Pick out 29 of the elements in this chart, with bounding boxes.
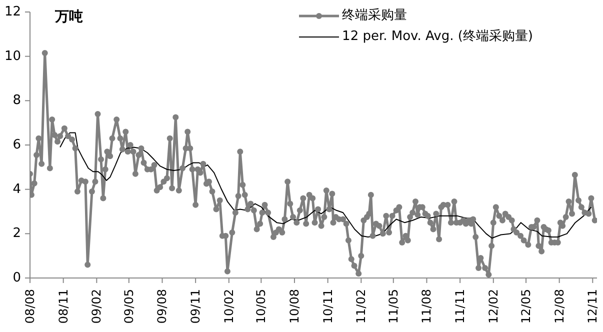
y-tick-label: 2 bbox=[12, 226, 21, 242]
x-tick-label: 09/05 bbox=[122, 289, 136, 324]
x-tick-label: 12/02 bbox=[486, 289, 500, 324]
y-axis-title: 万吨 bbox=[55, 8, 83, 26]
x-tick-label: 11/05 bbox=[386, 289, 400, 324]
x-tick-label: 11/11 bbox=[453, 289, 468, 324]
x-tick-label: 10/02 bbox=[222, 289, 236, 324]
x-tick-label: 11/02 bbox=[354, 289, 368, 324]
x-tick-label: 08/11 bbox=[56, 289, 70, 324]
x-tick-label: 10/08 bbox=[287, 289, 302, 324]
x-tick-label: 11/08 bbox=[420, 289, 434, 324]
legend-label: 终端采购量 bbox=[342, 7, 408, 25]
x-tick-label: 10/11 bbox=[320, 289, 335, 324]
line-series bbox=[60, 132, 592, 239]
y-tick-label: 8 bbox=[12, 93, 21, 108]
y-tick-label: 6 bbox=[12, 138, 21, 152]
x-tick-label: 12/11 bbox=[586, 289, 600, 324]
x-tick-label: 09/02 bbox=[90, 289, 104, 324]
y-tick-label: 10 bbox=[4, 48, 21, 64]
x-tick-label: 10/05 bbox=[254, 289, 268, 324]
x-tick-label: 08/08 bbox=[23, 289, 37, 324]
y-tick-label: 0 bbox=[12, 270, 21, 286]
legend-label: 12 per. Mov. Avg. (终端采购量) bbox=[342, 28, 533, 46]
x-tick-label: 09/11 bbox=[188, 289, 203, 324]
y-tick-label: 4 bbox=[12, 182, 21, 197]
y-tick-label: 12 bbox=[4, 4, 21, 20]
x-tick-label: 09/08 bbox=[155, 289, 170, 324]
x-tick-label: 12/05 bbox=[518, 289, 533, 324]
x-tick-label: 12/08 bbox=[552, 289, 566, 324]
